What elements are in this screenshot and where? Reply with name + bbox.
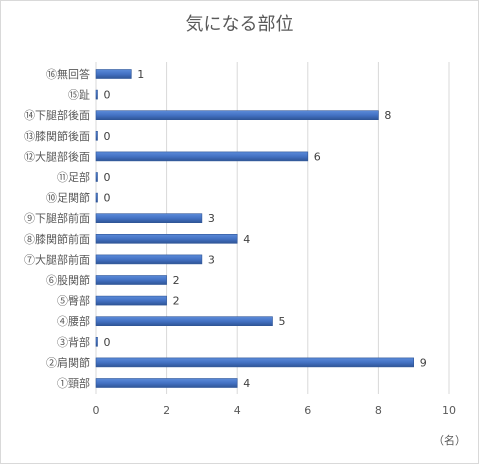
data-label: 0 (104, 130, 111, 143)
x-tick-labels: 0 2 4 6 8 10 (93, 404, 457, 417)
category-label: ⑪足部 (57, 170, 90, 184)
bar (95, 151, 309, 162)
data-label: 2 (173, 295, 180, 308)
category-label: ⑤臀部 (57, 294, 90, 308)
data-label: 6 (314, 150, 321, 163)
bar (95, 357, 415, 368)
bar (95, 254, 203, 265)
category-label: ②肩関節 (46, 355, 90, 369)
x-tick-label: 6 (304, 404, 311, 417)
category-label: ⑦大腿部前面 (24, 252, 90, 266)
category-labels: ①頸部 ②肩関節 ③背部 ④腰部 ⑤臀部 ⑥股関節 ⑦大腿部前面 ⑧膝関節前面 ⑨下腿部前面 ⑩足… (24, 67, 90, 390)
category-label: ④腰部 (57, 314, 90, 328)
data-label: 0 (104, 171, 111, 184)
unit-label: （名） (433, 434, 466, 447)
category-label: ⑨下腿部前面 (24, 211, 90, 225)
data-label: 0 (104, 89, 111, 102)
data-label: 3 (208, 253, 215, 266)
x-tick-label: 8 (375, 404, 382, 417)
data-label: 4 (243, 377, 250, 390)
chart-title: 気になる部位 (185, 14, 294, 35)
data-label: 2 (173, 274, 180, 287)
data-labels: 4 9 0 5 2 2 3 4 3 0 0 6 0 8 0 1 (104, 68, 427, 390)
bar (95, 336, 98, 347)
bar (95, 110, 379, 120)
category-label: ⑧膝関節前面 (24, 232, 90, 246)
data-label: 0 (104, 336, 111, 349)
data-label: 1 (137, 68, 144, 81)
x-tick-label: 4 (234, 404, 241, 417)
data-label: 4 (243, 233, 250, 246)
bar (95, 131, 98, 141)
bars (95, 69, 415, 388)
bar (95, 172, 98, 182)
category-label: ⑭下腿部後面 (24, 108, 90, 122)
x-tick-label: 0 (93, 404, 100, 417)
data-label: 9 (420, 356, 427, 369)
category-label: ①頸部 (57, 376, 90, 390)
category-label: ⑥股関節 (46, 273, 90, 287)
category-label: ⑩足関節 (46, 191, 90, 205)
category-label: ⑫大腿部後面 (24, 149, 90, 163)
bar (95, 234, 238, 244)
category-label: ⑮趾 (68, 88, 90, 102)
bar (95, 89, 98, 100)
data-label: 3 (208, 212, 215, 225)
bar (95, 192, 98, 203)
bar (95, 378, 238, 388)
bar (95, 275, 167, 285)
category-label: ⑬膝関節後面 (24, 129, 90, 143)
category-label: ③背部 (57, 335, 90, 349)
data-label: 8 (384, 109, 391, 122)
x-tick-label: 10 (442, 404, 456, 417)
bar (95, 295, 167, 306)
x-tick-label: 2 (163, 404, 170, 417)
data-label: 5 (279, 315, 286, 328)
bar (95, 316, 273, 327)
bar (95, 69, 132, 79)
bar (95, 213, 203, 223)
data-label: 0 (104, 192, 111, 205)
category-label: ⑯無回答 (46, 67, 90, 81)
